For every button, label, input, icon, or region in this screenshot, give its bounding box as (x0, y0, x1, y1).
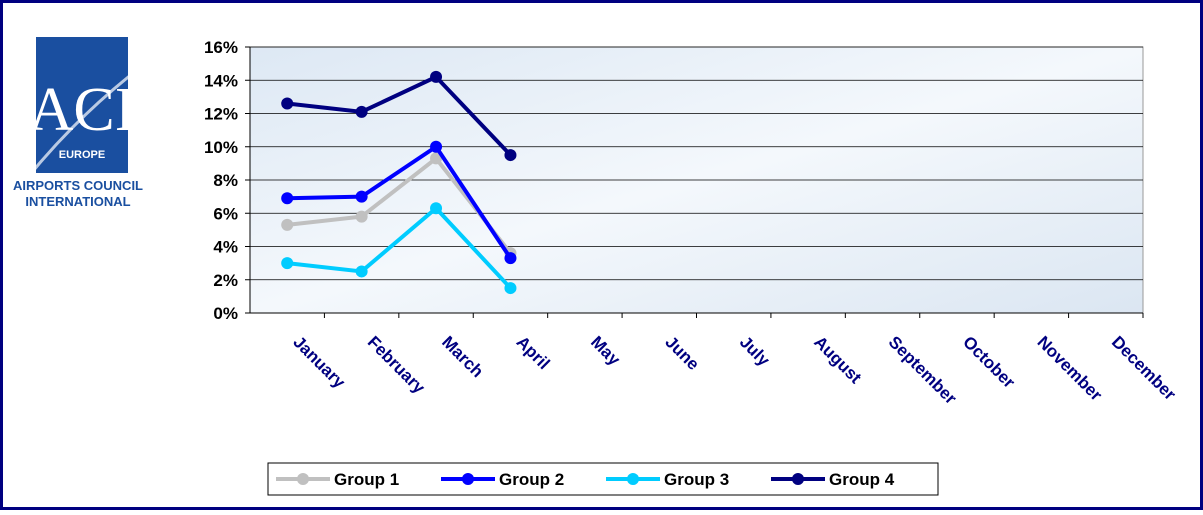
y-tick-label: 10% (204, 138, 238, 157)
point (430, 202, 443, 215)
legend-marker (792, 473, 804, 485)
logo-swoosh (8, 58, 151, 201)
y-tick-label: 14% (204, 71, 238, 90)
point (355, 265, 368, 278)
point (430, 70, 443, 83)
legend-marker (627, 473, 639, 485)
point (430, 152, 443, 165)
legend-marker (462, 473, 474, 485)
series-line (287, 143, 513, 260)
point (281, 218, 294, 231)
series-line (286, 205, 512, 290)
point (355, 190, 368, 203)
point (430, 140, 443, 153)
logo: ACI EUROPE AIRPORTS COUNCIL INTERNATIONA… (8, 37, 151, 209)
point (281, 257, 294, 270)
point (281, 192, 294, 205)
point (281, 97, 294, 110)
y-tick-label: 2% (213, 271, 238, 290)
legend-label: Group 1 (334, 470, 399, 489)
y-tick-label: 4% (213, 238, 238, 257)
point (355, 210, 368, 223)
y-tick-label: 8% (213, 171, 238, 190)
legend (267, 462, 939, 496)
legend-label: Group 2 (499, 470, 564, 489)
series-line (286, 74, 512, 157)
y-tick-label: 16% (204, 38, 238, 57)
y-tick-label: 0% (213, 304, 238, 323)
legend-marker (297, 473, 309, 485)
point (504, 149, 517, 162)
point (504, 252, 517, 265)
legend-label: Group 4 (829, 470, 895, 489)
y-tick-label: 6% (213, 204, 238, 223)
legend-label: Group 3 (664, 470, 729, 489)
logo-line: INTERNATIONAL (25, 194, 130, 209)
y-tick-label: 12% (204, 105, 238, 124)
logo-region: EUROPE (59, 149, 105, 161)
point (504, 282, 517, 295)
logo-line: AIRPORTS COUNCIL (13, 178, 143, 193)
point (355, 105, 368, 118)
